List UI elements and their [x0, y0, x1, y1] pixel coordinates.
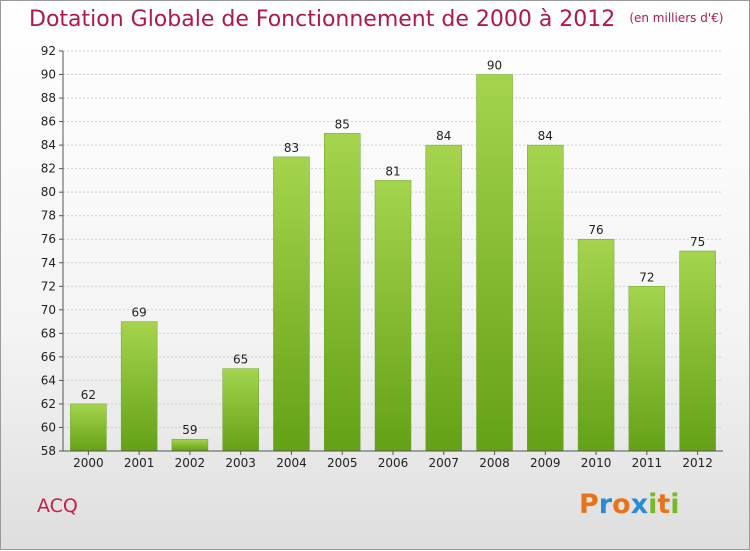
y-axis: 58 60 62 64 66 68 70 72 74 76 78 80 82 84 86 88 90 92 — [41, 44, 64, 458]
place-name: ACQ — [37, 495, 78, 517]
y-tick-label: 66 — [41, 350, 56, 364]
x-tick-label: 2002 — [175, 456, 206, 470]
bar-2005 — [323, 133, 361, 452]
x-tick-label: 2005 — [327, 456, 358, 470]
bar-2012 — [679, 250, 716, 452]
bar-value-label: 81 — [385, 164, 400, 178]
x-axis: 2000 2001 2002 2003 2004 2005 2006 2007 2008 2009… — [63, 450, 723, 470]
bar-value-label: 62 — [81, 388, 96, 402]
x-tick-label: 2007 — [428, 456, 459, 470]
y-tick-label: 88 — [41, 91, 56, 105]
y-tick-label: 70 — [41, 303, 56, 317]
y-tick-label: 92 — [41, 44, 56, 58]
y-tick-label: 84 — [41, 138, 56, 152]
bar-value-label: 76 — [588, 223, 603, 237]
x-tick-label: 2012 — [682, 456, 713, 470]
y-tick-label: 64 — [41, 373, 56, 387]
proxiti-logo: Proxiti — [579, 489, 680, 520]
logo-letter: t — [657, 489, 671, 520]
x-tick-label: 2004 — [276, 456, 307, 470]
y-tick-label: 80 — [41, 185, 56, 199]
bars: 62 69 59 65 83 85 81 84 90 84 76 72 75 — [70, 59, 716, 452]
chart-unit: (en milliers d'€) — [629, 11, 724, 25]
bar-2003 — [222, 368, 259, 452]
bar-value-label: 84 — [436, 129, 451, 143]
y-tick-label: 62 — [41, 397, 56, 411]
logo-letter: x — [630, 489, 649, 520]
y-tick-label: 82 — [41, 162, 56, 176]
logo-letter: i — [670, 489, 680, 520]
x-tick-label: 2006 — [378, 456, 409, 470]
y-tick-label: 78 — [41, 209, 56, 223]
y-tick-label: 58 — [41, 444, 56, 458]
bar-2000 — [70, 403, 107, 452]
x-tick-label: 2003 — [225, 456, 256, 470]
bar-2002 — [171, 438, 209, 452]
logo-letter: r — [598, 489, 613, 520]
bar-value-label: 69 — [132, 306, 147, 320]
x-tick-label: 2001 — [124, 456, 155, 470]
y-tick-label: 86 — [41, 115, 56, 129]
chart-title-text: Dotation Globale de Fonctionnement de 20… — [29, 7, 616, 32]
logo-letter: P — [579, 489, 599, 520]
bar-value-label: 65 — [233, 353, 248, 367]
bar-2006 — [374, 180, 412, 452]
x-tick-label: 2011 — [632, 456, 663, 470]
x-tick-label: 2000 — [73, 456, 104, 470]
bar-value-label: 84 — [538, 129, 553, 143]
x-tick-label: 2010 — [581, 456, 612, 470]
y-tick-label: 60 — [41, 420, 56, 434]
y-tick-label: 76 — [41, 232, 56, 246]
bar-2009 — [527, 144, 564, 452]
grid-lines — [63, 50, 723, 452]
logo-letter: i — [648, 489, 658, 520]
bar-2008 — [476, 74, 513, 452]
bar-2011 — [628, 286, 666, 452]
bar-2007 — [425, 144, 463, 452]
bar-value-label: 83 — [284, 141, 299, 155]
bar-2010 — [577, 238, 615, 452]
bar-value-label: 75 — [690, 235, 705, 249]
y-tick-label: 68 — [41, 326, 56, 340]
logo-letter: o — [612, 489, 631, 520]
y-tick-label: 74 — [41, 256, 56, 270]
bar-2001 — [120, 321, 158, 452]
bar-value-label: 72 — [639, 270, 654, 284]
y-tick-label: 90 — [41, 68, 56, 82]
chart-title: Dotation Globale de Fonctionnement de 20… — [29, 7, 723, 32]
bar-value-label: 90 — [487, 59, 502, 73]
x-tick-label: 2009 — [530, 456, 561, 470]
y-tick-label: 72 — [41, 279, 56, 293]
bar-2004 — [273, 156, 310, 452]
x-tick-label: 2008 — [479, 456, 510, 470]
bar-value-label: 59 — [182, 423, 197, 437]
bar-value-label: 85 — [335, 117, 350, 131]
